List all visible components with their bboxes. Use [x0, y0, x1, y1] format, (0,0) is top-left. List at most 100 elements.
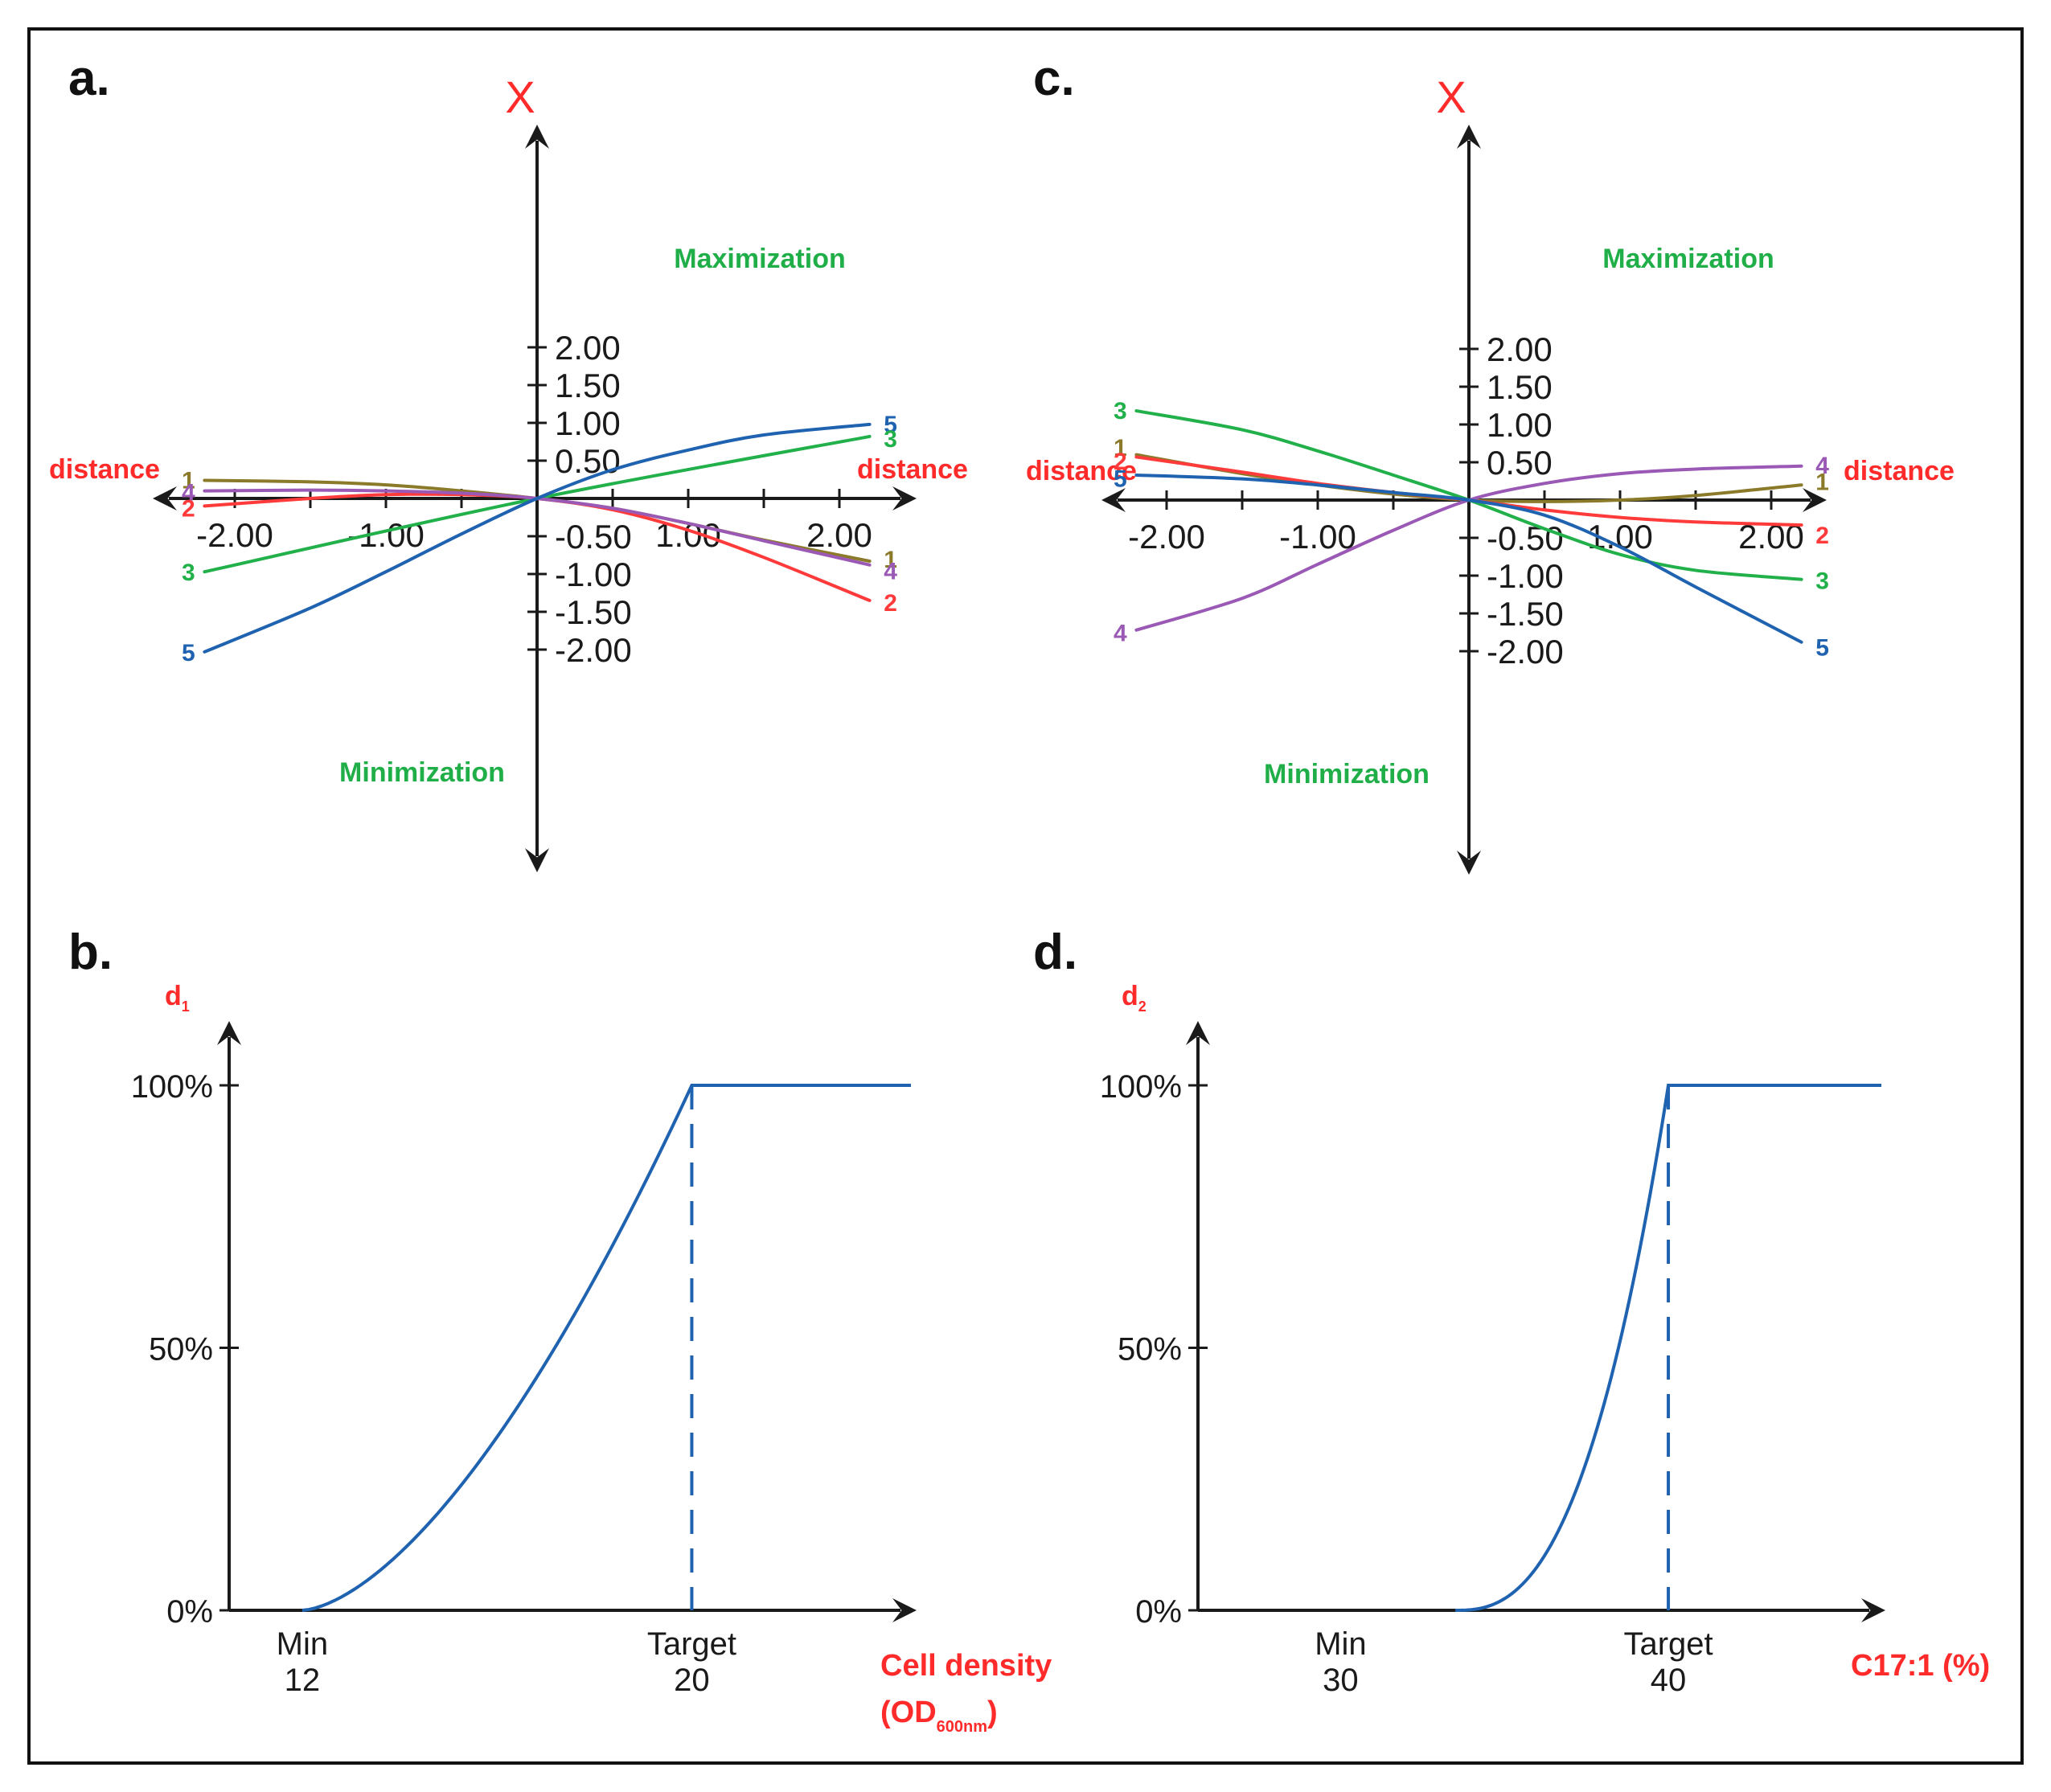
- panel-a: a. X distance distance Maximization Mini…: [49, 51, 968, 872]
- series-label-right-1: 1: [1815, 470, 1829, 496]
- x-category-label: Target: [1623, 1626, 1713, 1662]
- y-axis-arrow-down: [1457, 851, 1481, 875]
- series-label-right-2: 2: [884, 590, 897, 617]
- region-label-minimization: Minimization: [1264, 759, 1430, 789]
- x-category-value: 30: [1323, 1663, 1359, 1698]
- x-axis-label-right: distance: [1844, 456, 1955, 486]
- region-label-maximization: Maximization: [1602, 244, 1774, 274]
- series-label-left-1: 1: [182, 468, 195, 494]
- y-tick-label: 50%: [1118, 1332, 1182, 1368]
- series-label-right-2: 2: [1815, 523, 1829, 549]
- y-tick-label: 50%: [149, 1332, 213, 1368]
- y-tick-label: -1.50: [1487, 595, 1564, 633]
- x-category-value: 20: [674, 1663, 710, 1698]
- series-a: [203, 422, 872, 654]
- series-label-right-5: 5: [884, 412, 897, 438]
- series-label-left-4: 4: [1114, 621, 1127, 647]
- y-axis-label-d: d: [1122, 981, 1138, 1011]
- y-tick-label: 1.50: [555, 367, 621, 404]
- y-tick-label: -1.50: [555, 593, 632, 631]
- y-tick-label: 1.00: [1487, 406, 1553, 444]
- x-tick-label: -1.00: [347, 516, 425, 554]
- series-label-left-5: 5: [182, 640, 195, 666]
- series-label-right-1: 1: [884, 547, 897, 573]
- x-axis-arrow: [892, 1598, 917, 1622]
- panel-c: c. X distance distance Maximization Mini…: [1026, 51, 1955, 875]
- y-axis-label-d: d: [165, 981, 182, 1011]
- series-label-right-4: 4: [1815, 453, 1829, 479]
- x-axis-arrow-right: [1803, 488, 1827, 512]
- y-tick-label: 2.00: [1487, 330, 1553, 368]
- series-d: [1455, 1084, 1881, 1612]
- y-tick-label: 100%: [1100, 1069, 1182, 1105]
- x-axis-units-close: ): [987, 1696, 998, 1729]
- y-axis-arrow: [1186, 1021, 1210, 1045]
- desirability-curve: [301, 1084, 911, 1612]
- panel-label-b: b.: [68, 925, 113, 980]
- y-axis-arrow-up: [525, 125, 549, 149]
- y-tick-label: 1.50: [1487, 368, 1553, 406]
- desirability-curve: [1455, 1084, 1881, 1612]
- series-label-right-3: 3: [884, 426, 897, 453]
- x-tick-label: 2.00: [806, 516, 872, 554]
- y-tick-label: -1.00: [1487, 557, 1564, 595]
- y-tick-label: 1.00: [555, 404, 621, 442]
- x-axis-arrow: [1861, 1598, 1885, 1622]
- series-c: [1134, 409, 1803, 644]
- x-axis-label-left: distance: [49, 454, 160, 485]
- y-axis-arrow-down: [525, 848, 549, 872]
- y-axis-label-x: X: [1436, 72, 1466, 122]
- series-b: [301, 1084, 911, 1612]
- y-tick-label: 2.00: [555, 329, 621, 367]
- y-tick-label: -0.50: [555, 518, 632, 556]
- x-axis-arrow-left: [153, 486, 177, 511]
- x-tick-label: -1.00: [1279, 518, 1356, 556]
- x-axis-units-sub: 600nm: [937, 1718, 987, 1736]
- axes-b: [217, 1021, 917, 1622]
- y-axis-label-d2: d2: [1122, 981, 1147, 1015]
- x-category-value: 40: [1651, 1663, 1687, 1698]
- region-label-maximization: Maximization: [674, 244, 845, 274]
- y-tick-label: 0%: [166, 1594, 213, 1630]
- series-label-left-4: 4: [182, 480, 195, 506]
- x-axis-arrow-right: [892, 486, 917, 511]
- y-tick-label: -1.00: [555, 556, 632, 593]
- y-tick-label: -0.50: [1487, 519, 1564, 557]
- series-label-left-3: 3: [1114, 398, 1127, 424]
- axes-d: [1186, 1021, 1885, 1622]
- series-label-right-5: 5: [1815, 634, 1829, 661]
- y-tick-label: 100%: [131, 1069, 213, 1105]
- y-tick-label: 0%: [1135, 1594, 1182, 1630]
- y-axis-arrow: [217, 1021, 241, 1045]
- series-label-right-4: 4: [884, 558, 897, 584]
- x-axis-title: C17:1 (%): [1851, 1649, 1990, 1683]
- series-line-5: [203, 422, 872, 654]
- x-tick-label: -2.00: [196, 516, 273, 554]
- series-label-left-2: 2: [182, 495, 195, 522]
- y-tick-label: -2.00: [1487, 633, 1564, 670]
- x-category-label: Target: [647, 1626, 736, 1662]
- panel-b: b. d1 Cell density (OD600nm) 100% 50% 0% Mi…: [68, 925, 1052, 1736]
- y-axis-label-sub: 2: [1138, 999, 1147, 1015]
- figure-border: [27, 27, 2024, 1765]
- x-category-label: Min: [277, 1626, 328, 1662]
- series-label-right-3: 3: [1815, 568, 1829, 595]
- series-label-left-1: 1: [1114, 435, 1127, 461]
- region-label-minimization: Minimization: [339, 757, 505, 788]
- series-label-left-2: 2: [1114, 449, 1127, 475]
- y-axis-label-sub: 1: [182, 999, 190, 1015]
- x-axis-label-right: distance: [857, 454, 968, 485]
- x-axis-arrow-left: [1101, 488, 1126, 512]
- x-category-label: Min: [1315, 1626, 1366, 1662]
- y-axis-arrow-up: [1457, 125, 1481, 149]
- y-tick-label: -2.00: [555, 631, 632, 669]
- x-axis-title: Cell density: [880, 1649, 1052, 1683]
- y-tick-label: 0.50: [555, 442, 621, 480]
- y-axis-label-d1: d1: [165, 981, 190, 1015]
- x-category-value: 12: [285, 1663, 321, 1698]
- x-axis-units-open: (OD: [880, 1696, 937, 1729]
